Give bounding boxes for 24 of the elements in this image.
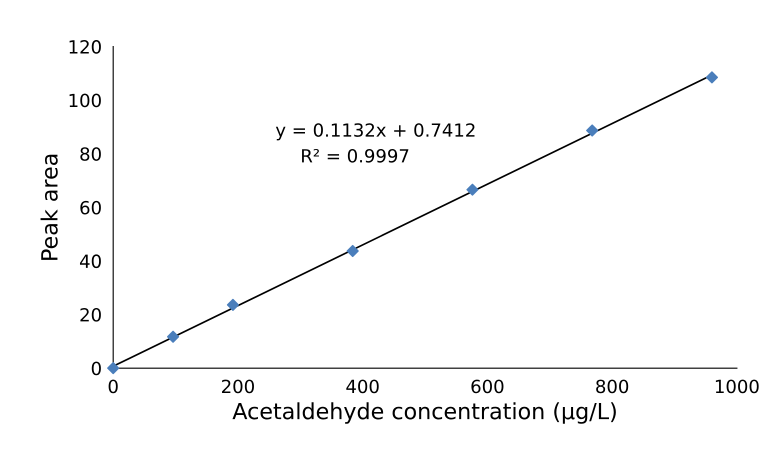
annotation: R² = 0.9997 xyxy=(302,148,408,163)
x-tick-label: 0 xyxy=(108,380,118,394)
y-tick-label: 80 xyxy=(80,147,101,161)
x-tick-label: 600 xyxy=(471,380,504,394)
y-tick-label: 120 xyxy=(70,40,101,54)
annotation: y = 0.1132x + 0.7412 xyxy=(276,123,474,140)
point xyxy=(107,362,120,374)
x-axis-title: Acetaldehyde concentration (µg/L) xyxy=(232,402,616,424)
point xyxy=(706,71,718,84)
point xyxy=(226,298,240,311)
point xyxy=(586,124,598,137)
y-tick-label: 40 xyxy=(80,254,101,268)
y-axis-title: Peak area xyxy=(40,154,58,260)
y-tick-label: 100 xyxy=(70,94,101,108)
y-tick-label: 60 xyxy=(80,200,101,214)
x-tick-label: 800 xyxy=(596,380,628,394)
point xyxy=(346,244,359,258)
x-tick-label: 200 xyxy=(222,380,254,394)
y-tick-label: 0 xyxy=(92,362,101,376)
point xyxy=(166,330,180,343)
point xyxy=(466,184,479,196)
x-tick-label: 1000 xyxy=(716,380,759,394)
y-tick-label: 20 xyxy=(80,308,101,322)
x-tick-label: 400 xyxy=(346,380,379,394)
